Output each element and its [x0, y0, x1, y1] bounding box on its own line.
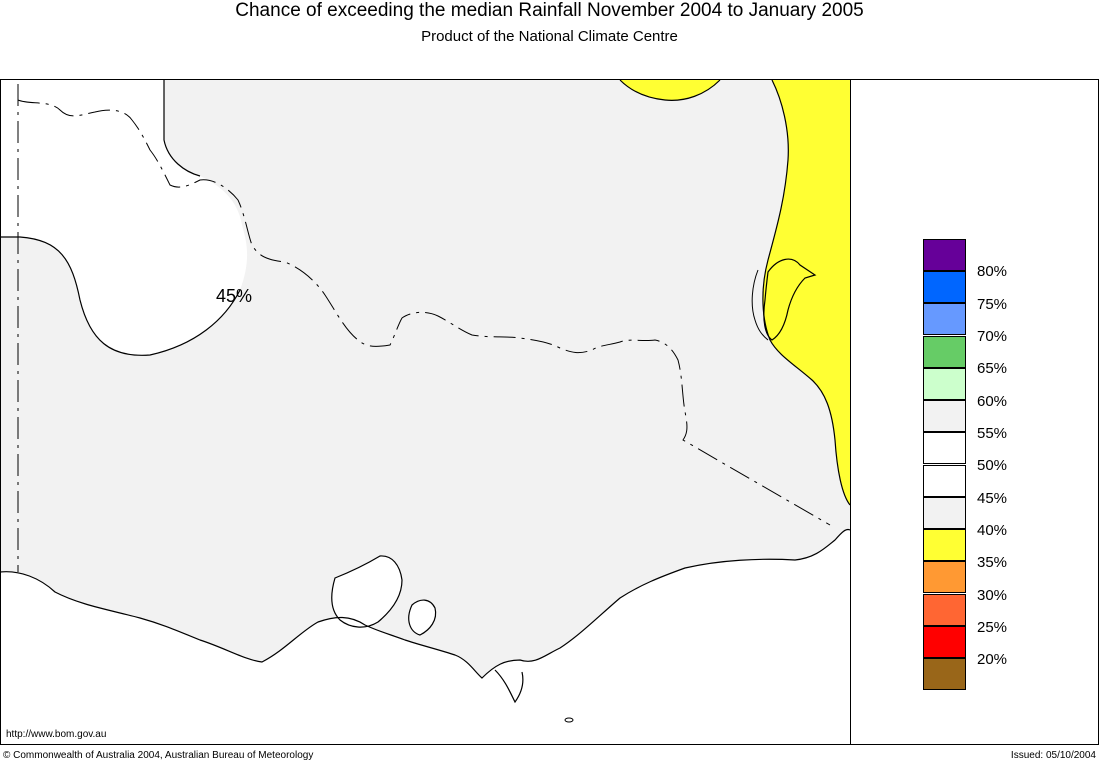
- legend-swatch: [923, 529, 966, 561]
- white-region-nw: [0, 80, 248, 356]
- east-lake: [763, 258, 817, 341]
- contour-40-east: [762, 79, 851, 506]
- legend-swatch: [923, 239, 966, 271]
- east-lake-edge: [751, 269, 769, 341]
- copyright-text: © Commonwealth of Australia 2004, Austra…: [3, 750, 314, 761]
- legend-label: 50%: [977, 457, 1008, 474]
- bay: [331, 555, 402, 628]
- legend-label: 45%: [977, 490, 1008, 507]
- legend-swatch: [923, 626, 966, 658]
- legend-label: 75%: [977, 296, 1008, 313]
- contour-45-north: [163, 80, 201, 177]
- legend-label: 55%: [977, 425, 1008, 442]
- legend-swatch: [923, 271, 966, 303]
- map-frame: [0, 79, 1099, 745]
- legend-swatch: [923, 594, 966, 626]
- legend-label: 60%: [977, 393, 1008, 410]
- contour-label-45: 45%: [216, 286, 253, 306]
- issued-date: Issued: 05/10/2004: [1010, 750, 1096, 761]
- wilsons-prom: [494, 669, 524, 704]
- legend-label: 20%: [977, 651, 1008, 668]
- legend-swatch: [923, 497, 966, 529]
- legend-swatch: [923, 336, 966, 368]
- legend-label: 80%: [977, 263, 1008, 280]
- contour-45: [0, 236, 241, 356]
- legend-label: 70%: [977, 328, 1008, 345]
- legend-swatch: [923, 400, 966, 432]
- bay-outline: [331, 555, 403, 628]
- url-link[interactable]: http://www.bom.gov.au: [6, 729, 107, 740]
- yellow-region-east: [762, 80, 850, 505]
- legend-swatch: [923, 465, 966, 497]
- western-port-outline: [408, 599, 437, 636]
- page-title: Chance of exceeding the median Rainfall …: [235, 0, 864, 21]
- legend-label: 30%: [977, 587, 1008, 604]
- small-island: [564, 717, 574, 723]
- legend-swatch: [923, 303, 966, 335]
- legend-label: 65%: [977, 360, 1008, 377]
- legend-swatch: [923, 432, 966, 464]
- contour-40-north: [619, 79, 721, 101]
- western-port: [408, 600, 436, 635]
- legend-swatch: [923, 658, 966, 690]
- legend-label: 40%: [977, 522, 1008, 539]
- legend-label: 35%: [977, 554, 1008, 571]
- legend-swatch: [923, 368, 966, 400]
- state-border-north: [17, 99, 831, 526]
- white-sea-south: [0, 529, 850, 744]
- legend-swatch: [923, 561, 966, 593]
- coastline: [0, 528, 851, 679]
- legend-label: 25%: [977, 619, 1008, 636]
- page-subtitle: Product of the National Climate Centre: [421, 28, 678, 45]
